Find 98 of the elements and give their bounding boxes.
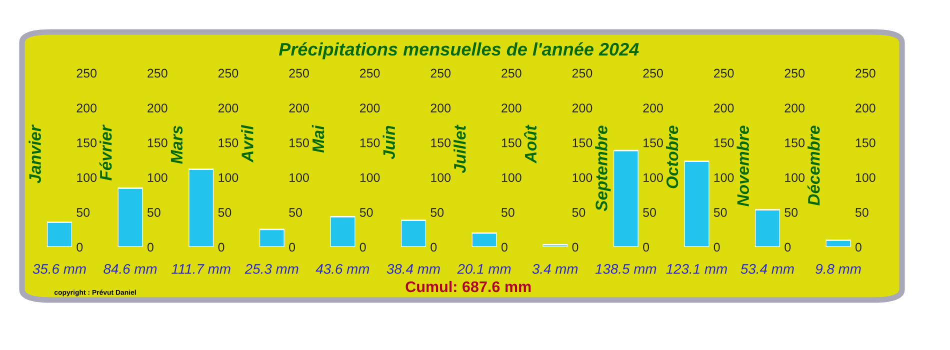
y-tick-label: 50	[289, 208, 302, 217]
y-tick-label: 0	[360, 242, 366, 252]
y-tick-label: 0	[430, 242, 437, 252]
x-tick-label: Février	[99, 124, 112, 180]
y-tick-label: 200	[430, 104, 451, 112]
y-tick-label: 250	[360, 68, 380, 78]
y-tick-label: 0	[572, 242, 578, 252]
y-tick-label: 200	[289, 104, 309, 112]
y-tick-label: 250	[502, 68, 522, 78]
x-tick-label: Janvier	[28, 124, 41, 184]
y-tick-label: 0	[76, 242, 83, 252]
y-tick-label: 150	[290, 138, 309, 148]
data-label: 9.8 mm	[816, 264, 861, 274]
y-tick-label: 50	[714, 208, 727, 217]
data-label: 35.6 mm	[32, 264, 86, 274]
data-label: 3.4 mm	[532, 264, 578, 274]
y-tick-label: 150	[856, 138, 876, 148]
y-tick-label: 150	[431, 138, 451, 148]
y-tick-label: 50	[360, 208, 373, 217]
data-label: 38.4 mm	[386, 264, 440, 274]
y-tick-label: 100	[714, 173, 734, 182]
x-tick-label: Mars	[170, 126, 183, 164]
y-tick-label: 100	[856, 173, 876, 182]
y-tick-label: 200	[218, 104, 238, 112]
y-tick-label: 50	[643, 208, 656, 217]
y-tick-label: 50	[147, 208, 160, 217]
y-tick-label: 50	[218, 208, 232, 217]
y-tick-label: 100	[502, 173, 522, 182]
y-tick-label: 200	[784, 104, 805, 112]
y-tick-label: 200	[502, 104, 522, 112]
y-tick-label: 250	[714, 68, 734, 78]
y-tick-label: 250	[784, 68, 805, 78]
y-tick-label: 150	[572, 138, 592, 148]
data-label: 43.6 mm	[316, 264, 370, 274]
data-label: 53.4 mm	[740, 264, 794, 274]
y-tick-label: 0	[784, 242, 791, 252]
x-tick-label: Novembre	[736, 126, 749, 206]
x-tick-label: Juillet	[454, 124, 466, 174]
y-tick-label: 100	[218, 173, 238, 182]
y-tick-label: 250	[76, 68, 97, 78]
data-label: 111.7 mm	[172, 264, 230, 274]
x-tick-label: Septembre	[595, 126, 611, 212]
y-tick-label: 250	[856, 68, 876, 78]
y-tick-label: 150	[714, 138, 734, 148]
y-tick-label: 0	[289, 242, 296, 252]
y-tick-label: 200	[714, 104, 734, 112]
data-label: 20.1 mm	[457, 264, 511, 274]
data-label: 123.1 mm	[666, 264, 727, 274]
y-tick-label: 100	[785, 173, 805, 182]
y-tick-label: 250	[430, 68, 451, 78]
y-tick-label: 100	[148, 173, 168, 182]
x-tick-label: Avril	[241, 124, 254, 163]
y-tick-label: 0	[643, 242, 650, 252]
y-tick-label: 50	[430, 208, 444, 217]
chart-title: Précipitations mensuelles de l'année 2024	[278, 42, 639, 60]
y-tick-label: 100	[572, 173, 592, 182]
y-tick-label: 250	[218, 68, 238, 78]
y-tick-label: 0	[714, 242, 720, 252]
y-tick-label: 50	[76, 208, 90, 217]
data-label: 84.6 mm	[104, 264, 157, 274]
x-tick-label: Juin	[382, 126, 395, 160]
y-tick-label: 50	[572, 208, 586, 217]
data-label: 25.3 mm	[244, 264, 298, 274]
x-tick-label: Mai	[312, 124, 324, 153]
y-tick-label: 200	[856, 104, 876, 112]
y-tick-label: 250	[289, 68, 309, 78]
y-tick-label: 100	[77, 173, 97, 182]
y-tick-label: 200	[360, 104, 380, 112]
y-tick-label: 200	[572, 104, 592, 112]
y-tick-label: 100	[431, 173, 451, 182]
y-tick-label: 250	[643, 68, 663, 78]
y-tick-label: 200	[76, 104, 97, 112]
x-tick-label: Décembre	[807, 126, 820, 206]
y-tick-label: 0	[147, 242, 154, 252]
y-tick-label: 50	[501, 208, 514, 217]
y-tick-label: 100	[290, 173, 309, 182]
y-tick-label: 100	[644, 173, 663, 182]
y-tick-label: 200	[148, 104, 168, 112]
y-tick-label: 150	[644, 138, 663, 148]
x-tick-label: Août	[524, 124, 537, 164]
y-tick-label: 250	[148, 68, 168, 78]
y-tick-label: 150	[218, 138, 238, 148]
y-tick-label: 200	[643, 104, 663, 112]
y-tick-label: 50	[784, 208, 798, 217]
y-tick-label: 100	[360, 173, 380, 182]
y-tick-label: 150	[502, 138, 522, 148]
y-tick-label: 0	[501, 242, 508, 252]
y-tick-label: 0	[855, 242, 862, 252]
data-label: 138.5 mm	[595, 264, 656, 274]
y-tick-label: 0	[218, 242, 224, 252]
y-tick-label: 150	[148, 138, 168, 148]
y-tick-label: 250	[572, 68, 592, 78]
y-tick-label: 150	[360, 138, 380, 148]
text: Cumul: 687.6 mm	[406, 280, 531, 292]
y-tick-label: 50	[855, 208, 868, 217]
y-tick-label: 150	[785, 138, 805, 148]
x-tick-label: Octobre	[666, 126, 678, 188]
y-tick-label: 150	[77, 138, 97, 148]
